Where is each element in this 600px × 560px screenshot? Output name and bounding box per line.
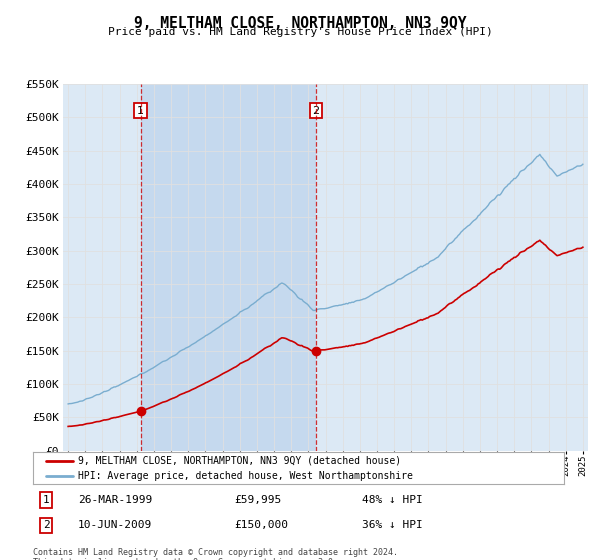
- Text: Price paid vs. HM Land Registry's House Price Index (HPI): Price paid vs. HM Land Registry's House …: [107, 27, 493, 37]
- Text: Contains HM Land Registry data © Crown copyright and database right 2024.
This d: Contains HM Land Registry data © Crown c…: [33, 548, 398, 560]
- Text: 9, MELTHAM CLOSE, NORTHAMPTON, NN3 9QY (detached house): 9, MELTHAM CLOSE, NORTHAMPTON, NN3 9QY (…: [78, 456, 401, 466]
- Text: 1: 1: [137, 106, 144, 116]
- Text: HPI: Average price, detached house, West Northamptonshire: HPI: Average price, detached house, West…: [78, 470, 413, 480]
- Text: 10-JUN-2009: 10-JUN-2009: [78, 520, 152, 530]
- Bar: [140, 84, 316, 451]
- Text: 2: 2: [43, 520, 50, 530]
- Text: 9, MELTHAM CLOSE, NORTHAMPTON, NN3 9QY: 9, MELTHAM CLOSE, NORTHAMPTON, NN3 9QY: [134, 16, 466, 31]
- Text: £150,000: £150,000: [235, 520, 289, 530]
- Text: 26-MAR-1999: 26-MAR-1999: [78, 495, 152, 505]
- Text: 36% ↓ HPI: 36% ↓ HPI: [362, 520, 423, 530]
- Text: 1: 1: [43, 495, 50, 505]
- Text: 48% ↓ HPI: 48% ↓ HPI: [362, 495, 423, 505]
- Text: £59,995: £59,995: [235, 495, 282, 505]
- Text: 2: 2: [313, 106, 319, 116]
